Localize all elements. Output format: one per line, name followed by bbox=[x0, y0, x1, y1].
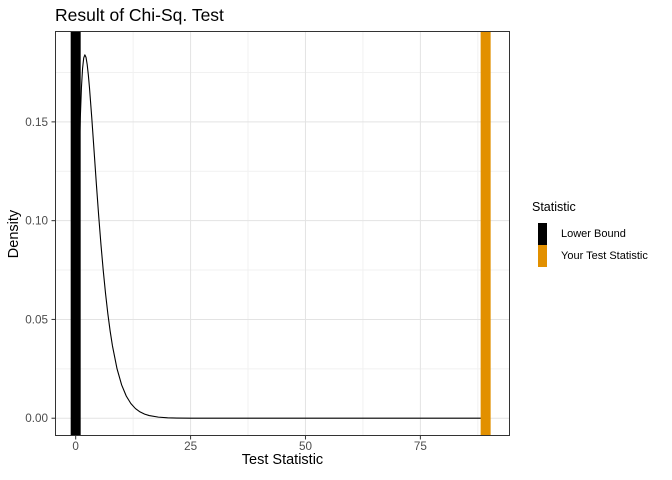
y-tick-label: 0.10 bbox=[25, 215, 48, 228]
legend-label: Lower Bound bbox=[561, 228, 626, 240]
density-curve bbox=[75, 54, 486, 419]
y-tick-label: 0.00 bbox=[25, 412, 48, 425]
x-tick-label: 50 bbox=[299, 440, 313, 453]
x-tick-label: 75 bbox=[414, 440, 428, 453]
x-axis-title: Test Statistic bbox=[241, 452, 324, 468]
plot-title: Result of Chi-Sq. Test bbox=[55, 5, 224, 25]
y-axis-title: Density bbox=[6, 209, 22, 259]
vline-lower-bound bbox=[70, 31, 81, 436]
legend-key-bar bbox=[538, 245, 547, 267]
x-tick-label: 0 bbox=[72, 440, 79, 453]
panel-border bbox=[55, 31, 510, 436]
vline-test-statistic bbox=[480, 31, 491, 436]
legend-entry: Your Test Statistic bbox=[531, 245, 669, 267]
legend-key-bar bbox=[538, 223, 547, 245]
y-tick-label: 0.15 bbox=[25, 116, 48, 129]
y-tick-label: 0.05 bbox=[25, 313, 48, 326]
x-tick-label: 25 bbox=[184, 440, 198, 453]
legend-title: Statistic bbox=[532, 200, 576, 214]
legend: Statistic Lower Bound Your Test Statistic bbox=[531, 200, 669, 267]
legend-label: Your Test Statistic bbox=[561, 250, 648, 262]
panel-background bbox=[55, 31, 510, 436]
legend-entries: Lower Bound Your Test Statistic bbox=[531, 223, 669, 267]
legend-entry: Lower Bound bbox=[531, 223, 669, 245]
